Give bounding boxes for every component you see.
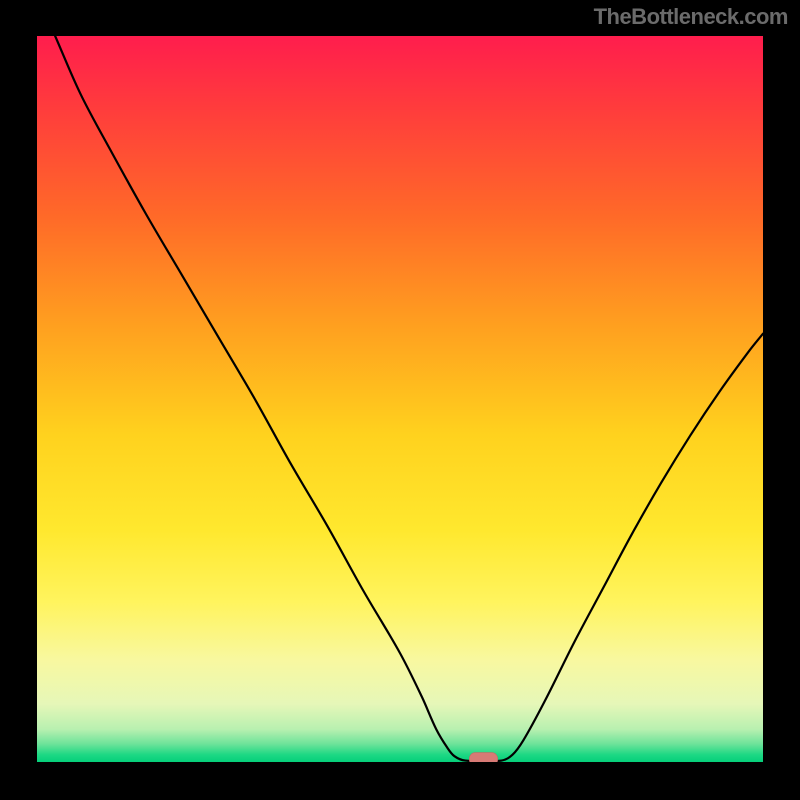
watermark-text: TheBottleneck.com <box>594 4 788 30</box>
bottleneck-curve-chart <box>37 36 763 762</box>
plot-area <box>37 36 763 762</box>
chart-container: TheBottleneck.com <box>0 0 800 800</box>
optimal-point-marker <box>469 753 497 762</box>
